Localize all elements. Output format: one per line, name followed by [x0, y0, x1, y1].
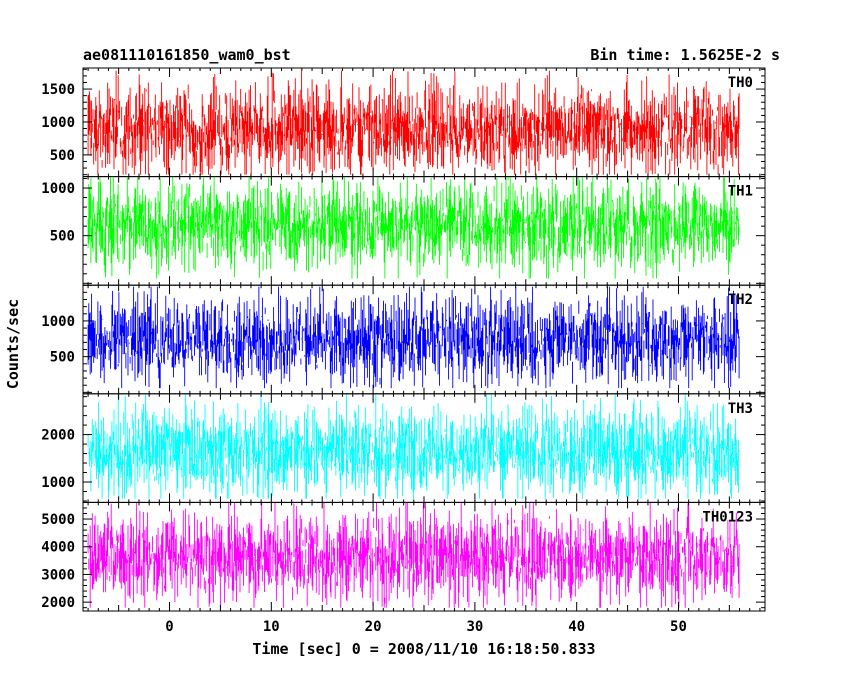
- y-tick-label: 1000: [41, 475, 75, 491]
- x-axis-label: Time [sec] 0 = 2008/11/10 16:18:50.833: [252, 640, 595, 658]
- legend-label-th2: TH2: [728, 292, 753, 308]
- legend-label-th0: TH0: [728, 75, 753, 91]
- y-tick-label: 1000: [41, 181, 75, 197]
- panel-th0: 500 1000 1500 TH0: [41, 67, 766, 178]
- legend-label-th3: TH3: [728, 401, 753, 417]
- x-tick-label: 40: [568, 619, 585, 635]
- series-line-th3: [87, 393, 740, 499]
- y-tick-label: 500: [50, 148, 75, 164]
- chart-title-left: ae081110161850_wam0_bst: [83, 46, 291, 64]
- x-tick-label: 0: [165, 619, 173, 635]
- legend-label-th1: TH1: [728, 184, 753, 200]
- x-tick-label: 30: [466, 619, 483, 635]
- y-tick-label: 2000: [41, 595, 75, 611]
- series-line-th0: [87, 70, 740, 175]
- series-line-th2: [87, 286, 740, 389]
- y-tick-label: 3000: [41, 567, 75, 583]
- legend-label-th0123: TH0123: [702, 509, 753, 525]
- series-line-th0123: [87, 502, 740, 608]
- panel-th3: 1000 2000 TH3: [41, 393, 766, 503]
- y-tick-label: 1000: [41, 115, 75, 131]
- y-tick-label: 4000: [41, 540, 75, 556]
- panel-th0123: 0 10 20 30 40 50 2000 3000 4000 5000 TH0123: [41, 501, 766, 635]
- y-tick-label: 500: [50, 350, 75, 366]
- y-tick-label: 500: [50, 229, 75, 245]
- series-line-th1: [87, 176, 740, 279]
- panel-th2: 500 1000 TH2: [41, 284, 766, 395]
- y-tick-label: 1000: [41, 314, 75, 330]
- x-tick-label: 20: [365, 619, 382, 635]
- y-tick-label: 2000: [41, 428, 75, 444]
- x-tick-label: 50: [670, 619, 687, 635]
- y-tick-label: 5000: [41, 512, 75, 528]
- chart-title-right: Bin time: 1.5625E-2 s: [590, 46, 780, 64]
- x-tick-label: 10: [263, 619, 280, 635]
- y-tick-label: 1500: [41, 82, 75, 98]
- y-axis-label: Counts/sec: [4, 299, 22, 389]
- panel-th1: 500 1000 TH1: [41, 176, 766, 286]
